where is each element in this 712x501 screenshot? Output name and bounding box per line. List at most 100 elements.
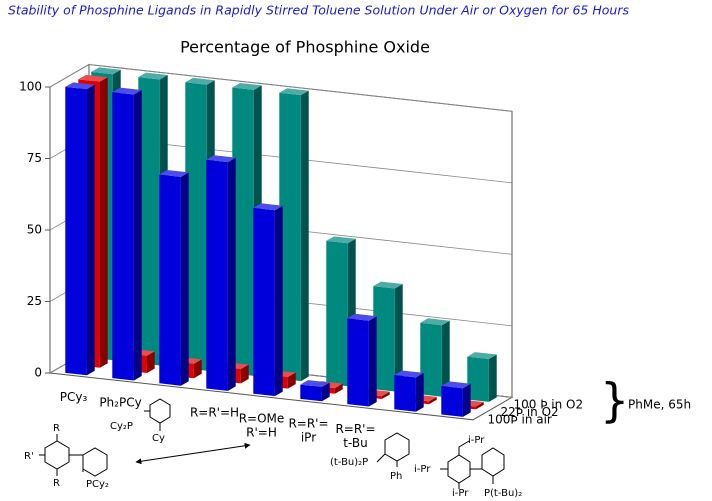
y-tick-label: 100 (19, 80, 42, 94)
legend-label: 100Þ in air (488, 413, 552, 427)
bar-top (326, 236, 356, 244)
legend-note: PhMe, 65h (628, 398, 691, 412)
bar (373, 281, 403, 392)
bar-top (159, 170, 189, 177)
label-line: R=OMe (239, 411, 285, 425)
bar-side (193, 359, 202, 379)
bar-front (420, 322, 442, 397)
bar (394, 370, 424, 412)
bar-top (185, 77, 215, 85)
bar-side (415, 372, 424, 412)
bar-front (232, 87, 254, 376)
bar-side (86, 84, 95, 376)
x-tick-label: PCy₃ (60, 390, 88, 404)
annotation: Cy (152, 433, 165, 444)
bar (441, 381, 471, 417)
bar-front (185, 82, 207, 371)
brace: } (600, 374, 629, 428)
annotation: R (53, 423, 60, 434)
bar-side (227, 157, 236, 391)
x-tick-label: R=OMe R'=H (239, 411, 285, 439)
bar-side (321, 382, 330, 402)
bar-top (347, 313, 377, 321)
bar-side (99, 77, 108, 368)
bar-front (467, 356, 489, 402)
y-tick-label: 75 (27, 151, 42, 165)
label-line: R=R'= (288, 416, 328, 430)
bar-side (240, 364, 249, 384)
annotation: R' (24, 451, 34, 462)
bar (467, 352, 497, 402)
label-line: iPr (301, 430, 316, 444)
bar (65, 82, 95, 376)
bar-front (159, 174, 181, 386)
bar-front (300, 384, 322, 402)
annotation: Ph (390, 471, 402, 482)
bar-top (91, 67, 121, 75)
bar-front (112, 92, 134, 381)
label-line: t-Bu (343, 435, 367, 449)
structures (39, 398, 505, 489)
bar-front (206, 159, 228, 391)
bar-side (146, 351, 155, 373)
bar (253, 203, 283, 397)
bar-side (475, 402, 484, 410)
annotation: PCy₂ (86, 479, 109, 490)
bar-top (373, 281, 403, 289)
annotation: R (53, 478, 60, 489)
bar-front (373, 286, 395, 392)
annotation: P(t-Bu)₂ (484, 488, 522, 499)
bar-side (428, 396, 437, 405)
bar-front (279, 92, 301, 382)
bar-side (462, 383, 471, 417)
bar (206, 155, 236, 391)
bar-top (300, 380, 330, 387)
x-tick-label: R=R'= t-Bu (335, 421, 375, 449)
y-tick-label: 0 (34, 366, 42, 380)
x-tick-label: R=R'=H (190, 406, 239, 420)
y-tick-label: 50 (27, 223, 42, 237)
bar-side (394, 284, 403, 392)
label-line: R'=H (246, 425, 277, 439)
bar-top (441, 381, 471, 389)
bar-side (274, 205, 283, 397)
bar-side (441, 320, 450, 397)
y-tick-label: 25 (27, 294, 42, 308)
bar-top (420, 318, 450, 326)
plot-area: 0 25 50 75 100 (19, 63, 514, 421)
label-line: R=R'= (335, 421, 375, 435)
bar-front (65, 86, 87, 376)
bar (300, 380, 330, 402)
bar-top (232, 83, 262, 90)
bar-top (138, 72, 168, 80)
x-tick-label: R=R'= iPr (288, 416, 328, 444)
bar-front (347, 318, 369, 407)
bar (112, 87, 142, 381)
bar-front (326, 240, 348, 387)
bar-top (78, 74, 108, 82)
bar-top (112, 87, 142, 95)
page-header: Stability of Phosphine Ligands in Rapidl… (8, 3, 629, 18)
legend-label: 22Þ in O2 (501, 405, 559, 419)
bar-side (287, 372, 296, 389)
x-tick-label: Ph₂PCy (99, 395, 141, 409)
bar-side (133, 89, 142, 381)
bar-side (180, 172, 189, 386)
bar (279, 88, 309, 382)
bar-front (138, 77, 160, 366)
arrow (135, 442, 251, 465)
legend-label: 100 Þ in O2 (514, 398, 584, 412)
bar-top (206, 155, 236, 163)
bar-side (368, 316, 377, 407)
bar-top (65, 82, 95, 90)
bar-top (467, 352, 497, 359)
annotation: Cy₂P (110, 421, 133, 432)
chart-title: Percentage of Phosphine Oxide (180, 38, 430, 57)
bar-front (441, 385, 463, 417)
bar (420, 318, 450, 397)
bar (347, 313, 377, 407)
bar-front (394, 374, 416, 412)
bar-top (394, 370, 424, 378)
bar-side (381, 391, 390, 399)
